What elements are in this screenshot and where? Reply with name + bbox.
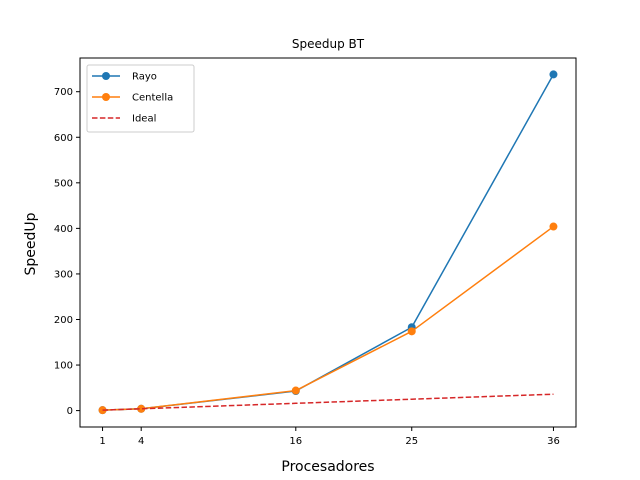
legend-item-centella: Centella — [92, 93, 173, 104]
data-point-centella — [549, 222, 558, 231]
legend-marker-rayo — [102, 72, 110, 80]
x-tick-label: 36 — [547, 436, 560, 447]
y-axis-title: SpeedUp — [23, 212, 39, 275]
y-tick-label: 300 — [54, 269, 73, 280]
x-axis: 1 4 16 25 36 — [99, 427, 560, 447]
x-tick-label: 16 — [289, 436, 302, 447]
axes-frame — [79, 57, 577, 428]
legend-label-ideal: Ideal — [132, 114, 156, 125]
data-point-centella — [98, 406, 107, 415]
data-point-rayo — [549, 70, 558, 79]
x-tick-label: 4 — [138, 436, 144, 447]
legend: Rayo Centella Ideal — [86, 64, 195, 133]
y-tick-label: 200 — [54, 315, 73, 326]
y-tick-label: 100 — [54, 361, 73, 372]
x-tick-label: 25 — [405, 436, 418, 447]
data-point-centella — [407, 327, 416, 336]
series-line-ideal — [102, 393, 554, 411]
legend-label-rayo: Rayo — [132, 72, 157, 83]
chart-title: Speedup BT — [292, 37, 365, 51]
y-tick-label: 700 — [54, 87, 73, 98]
data-point-centella — [137, 404, 146, 413]
plot-area — [98, 70, 558, 415]
y-tick-label: 400 — [54, 224, 73, 235]
legend-item-ideal: Ideal — [92, 114, 156, 125]
x-axis-title: Procesadores — [281, 459, 374, 475]
legend-box — [86, 64, 195, 133]
x-tick-label: 1 — [99, 436, 105, 447]
legend-item-rayo: Rayo — [92, 72, 157, 83]
y-tick-label: 0 — [67, 406, 73, 417]
data-point-centella — [291, 386, 300, 395]
y-tick-label: 500 — [54, 178, 73, 189]
y-tick-label: 600 — [54, 133, 73, 144]
y-axis: 0 100 200 300 400 500 600 700 — [54, 87, 80, 417]
legend-label-centella: Centella — [132, 93, 173, 104]
legend-marker-centella — [102, 93, 110, 101]
